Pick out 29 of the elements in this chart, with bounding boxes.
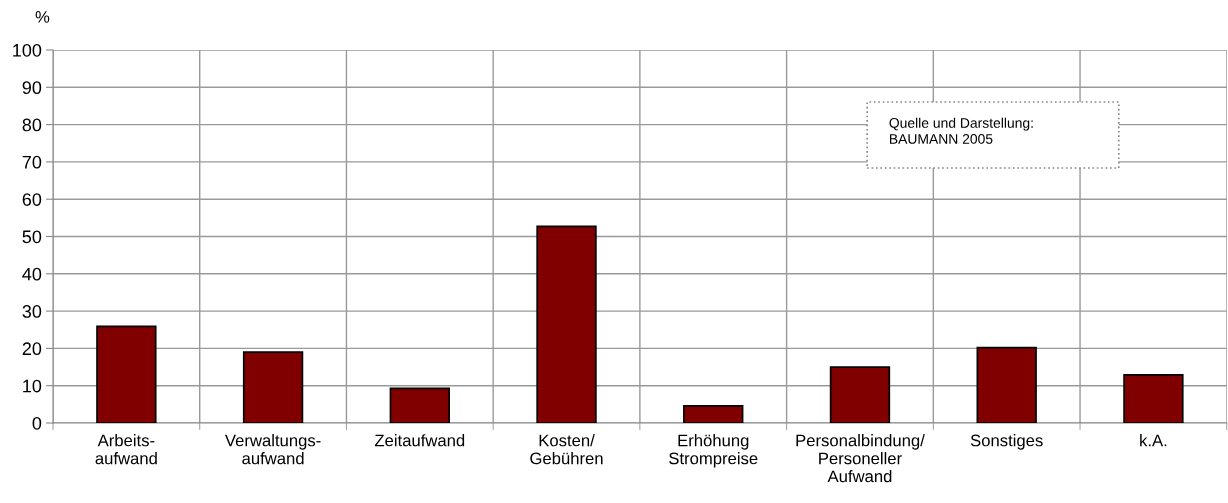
bar [242, 351, 304, 423]
bar [389, 387, 450, 423]
x-tick-label: k.A. [1140, 434, 1167, 447]
y-tick-label: 20 [22, 342, 42, 356]
x-tick-label: Sonstiges [970, 434, 1043, 450]
y-tick-label: 100 [13, 43, 42, 57]
y-tick-label: 80 [22, 118, 42, 132]
bar [1123, 374, 1184, 423]
bar [96, 325, 157, 423]
y-tick-label: 40 [22, 267, 42, 281]
x-tick-label: Zeitaufwand [374, 434, 465, 447]
bar [829, 366, 891, 423]
y-tick-label: 60 [22, 193, 42, 206]
y-tick-label: 10 [23, 379, 42, 393]
annotation: Quelle und Darstellung: BAUMANN 2005 [889, 117, 1033, 144]
y-axis-title: % [35, 11, 50, 23]
x-tick-label: Kosten/ Gebühren [530, 434, 603, 465]
bar [683, 405, 744, 423]
y-tick-label: 30 [22, 305, 42, 318]
x-tick-label: Arbeits- aufwand [95, 434, 157, 465]
y-tick-label: 70 [22, 155, 42, 169]
x-tick-label: Erhöhung Strompreise [669, 434, 758, 468]
x-tick-label: Verwaltungs- aufwand [224, 434, 321, 465]
bar [976, 346, 1037, 423]
y-tick-label: 50 [22, 230, 42, 244]
bar [536, 225, 597, 423]
y-tick-label: 0 [32, 416, 42, 430]
y-tick-label: 90 [22, 81, 42, 95]
x-tick-label: Personalbindung/ Personeller Aufwand [796, 434, 925, 483]
